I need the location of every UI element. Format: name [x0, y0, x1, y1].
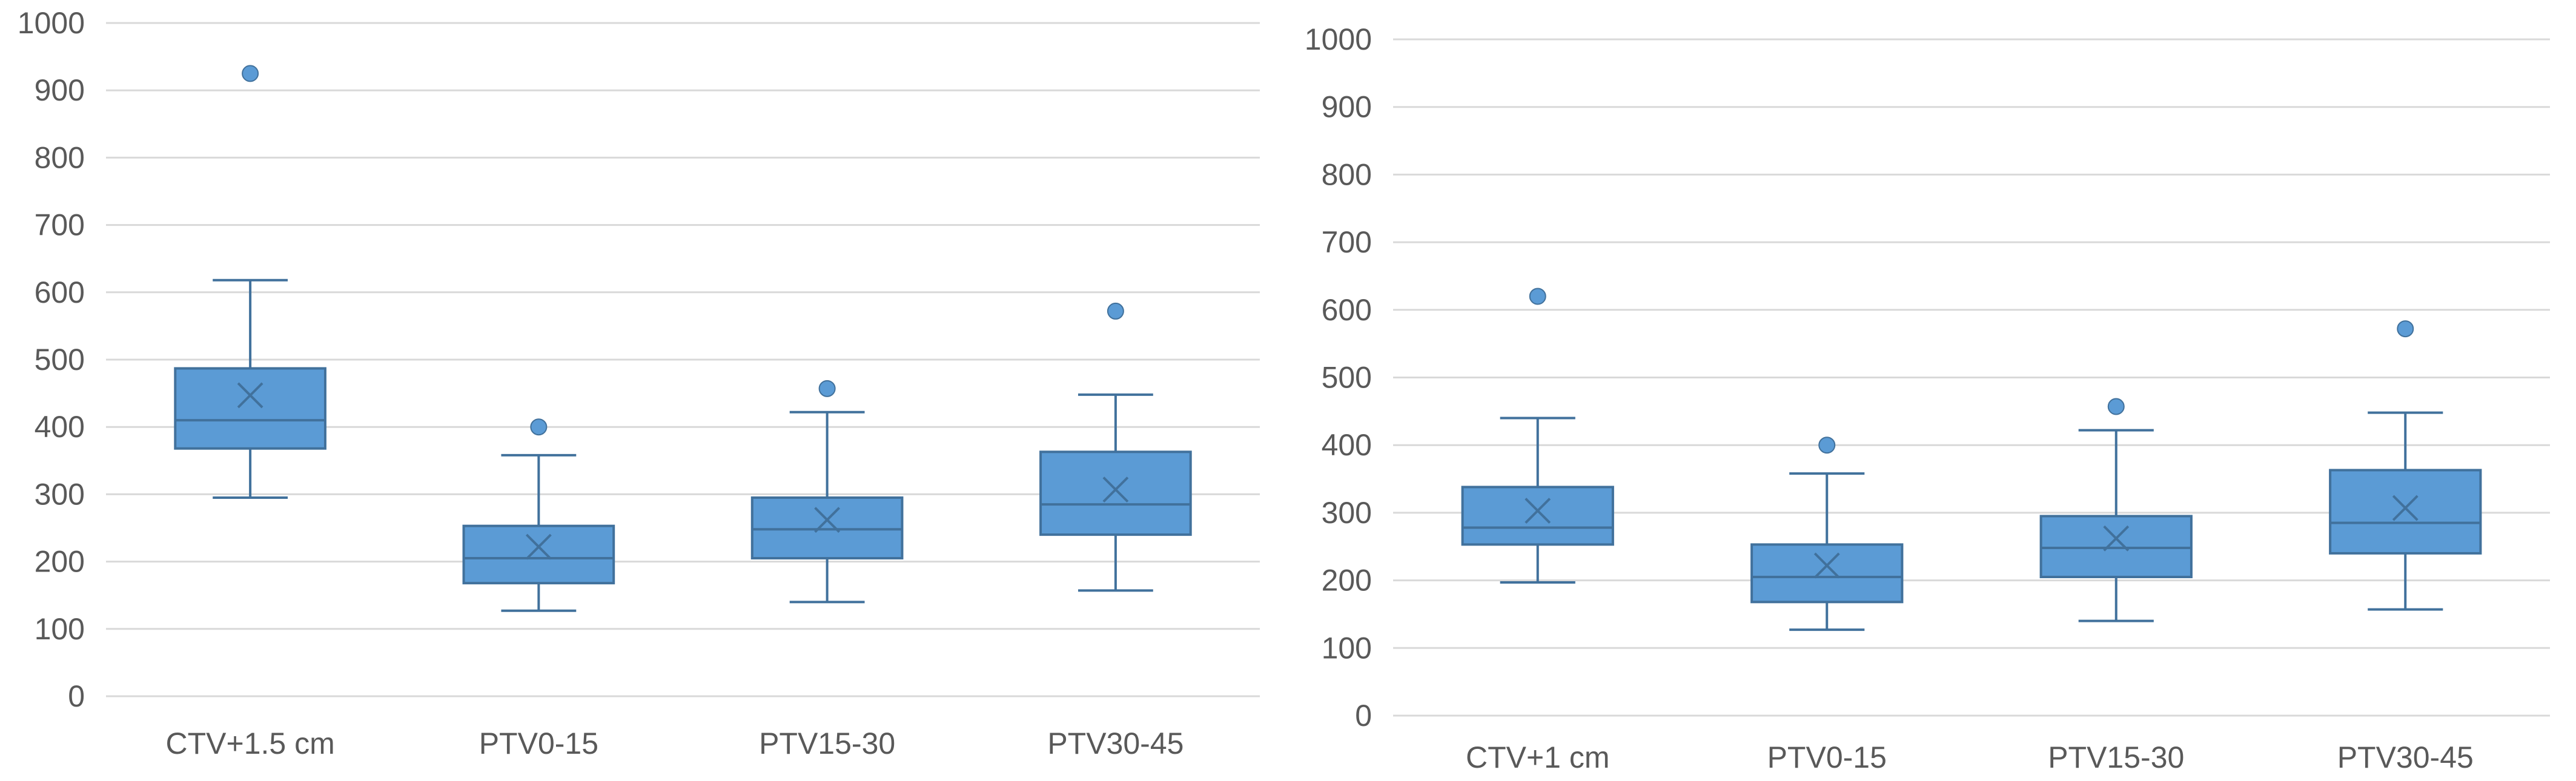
mean-marker [237, 382, 263, 409]
box-plot-right-svg: 0 100 200 300 400 500 600 700 800 900 1000 CTV+1 cm… [1305, 22, 2550, 774]
category-label: CTV+1 cm [1466, 740, 1610, 774]
y-tick-label: 100 [35, 612, 85, 646]
category-label: PTV15-30 [2048, 740, 2184, 774]
box-plot-left-svg: 0 100 200 300 400 500 600 700 800 900 1000 CTV+1.5 … [18, 6, 1260, 760]
y-tick-label: 700 [35, 208, 85, 242]
outlier-point [2397, 320, 2414, 338]
mean-marker [814, 507, 841, 533]
iqr-box [2039, 515, 2193, 579]
outlier-point [242, 65, 259, 82]
category-label: PTV30-45 [1047, 727, 1184, 760]
iqr-box [1461, 486, 1614, 546]
outlier-point [1818, 437, 1836, 454]
iqr-box [174, 367, 326, 450]
outlier-point [1529, 288, 1546, 305]
y-tick-label: 200 [35, 545, 85, 579]
y-tick-label: 600 [1322, 293, 1372, 327]
box-plot-left: 0 100 200 300 400 500 600 700 800 900 1000 CTV+1.5 … [0, 0, 1287, 781]
mean-marker [2392, 495, 2419, 521]
y-tick-label: 600 [35, 275, 85, 309]
y-tick-label: 400 [35, 410, 85, 444]
category-label: PTV0-15 [1767, 740, 1887, 774]
y-tick-label: 500 [35, 343, 85, 377]
y-tick-label: 200 [1322, 564, 1372, 598]
iqr-box [750, 496, 904, 560]
iqr-box [462, 524, 615, 585]
category-label: PTV30-45 [2337, 740, 2474, 774]
y-tick-label: 400 [1322, 428, 1372, 462]
y-tick-label: 0 [68, 679, 85, 713]
mean-marker [1525, 498, 1551, 524]
y-tick-label: 300 [35, 477, 85, 511]
outlier-point [2107, 398, 2125, 415]
y-tick-label: 1000 [18, 6, 85, 40]
mean-marker [1813, 552, 1840, 579]
mean-marker [1102, 476, 1129, 503]
category-label: PTV15-30 [759, 727, 895, 760]
y-tick-label: 500 [1322, 361, 1372, 395]
category-label: CTV+1.5 cm [166, 727, 335, 760]
iqr-box [1750, 543, 1904, 604]
y-tick-label: 900 [1322, 90, 1372, 124]
category-label: PTV0-15 [479, 727, 598, 760]
y-tick-label: 100 [1322, 631, 1372, 665]
y-tick-label: 1000 [1305, 22, 1372, 56]
y-tick-label: 0 [1355, 699, 1372, 733]
y-tick-label: 800 [1322, 157, 1372, 191]
outlier-point [530, 418, 548, 436]
box-plot-right: 0 100 200 300 400 500 600 700 800 900 1000 CTV+1 cm… [1287, 0, 2576, 781]
mean-marker [2103, 525, 2130, 552]
y-tick-label: 300 [1322, 496, 1372, 530]
y-tick-label: 900 [35, 73, 85, 107]
iqr-box [1039, 450, 1192, 536]
outlier-point [818, 380, 836, 397]
y-tick-label: 700 [1322, 225, 1372, 259]
y-tick-label: 800 [35, 140, 85, 174]
outlier-point [1107, 302, 1124, 320]
mean-marker [525, 533, 552, 560]
iqr-box [2329, 469, 2482, 555]
